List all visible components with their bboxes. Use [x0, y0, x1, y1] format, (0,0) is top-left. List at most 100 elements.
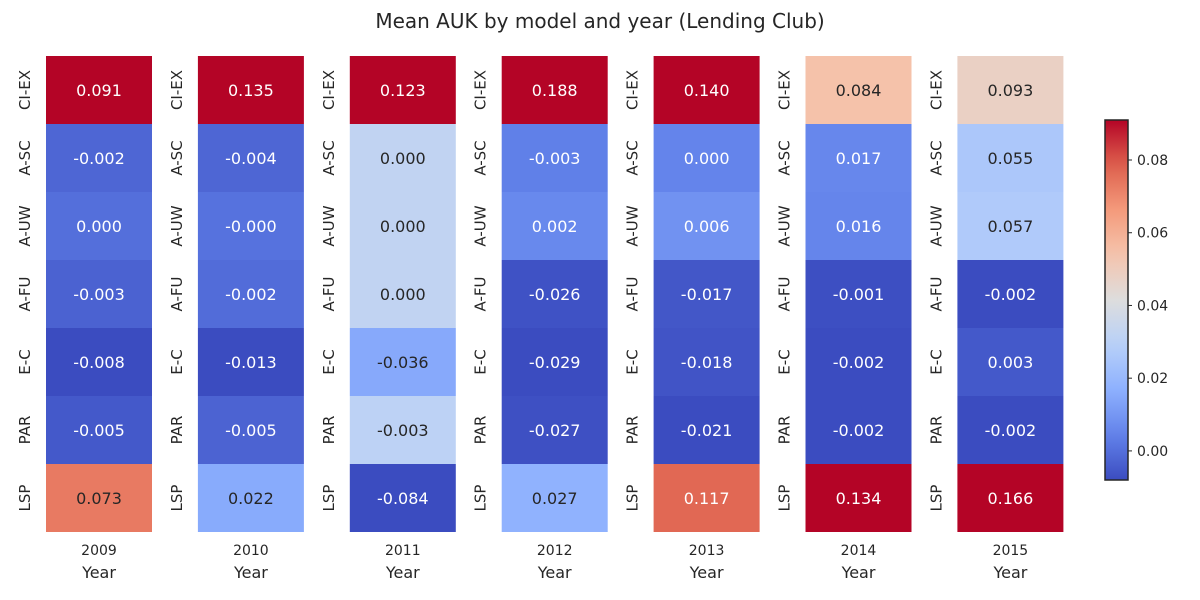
heatmap-cell	[46, 124, 152, 192]
cell-value-label: -0.000	[225, 217, 277, 236]
row-tick-label: E-C	[472, 349, 490, 374]
heatmap-cell	[957, 56, 1064, 124]
row-tick-label: LSP	[320, 485, 338, 512]
row-tick-label: E-C	[16, 349, 34, 374]
cell-value-label: 0.027	[532, 489, 578, 508]
colorbar: 0.00 0.02 0.04 0.06 0.08	[1104, 119, 1168, 481]
row-tick-label: CI-EX	[472, 70, 490, 110]
row-tick-label: A-SC	[320, 140, 338, 175]
heatmap-cell	[197, 260, 304, 328]
cell-value-label: 0.000	[380, 217, 426, 236]
cell-value-label: -0.005	[73, 421, 125, 440]
row-tick-label: PAR	[320, 416, 338, 445]
row-tick-label: A-FU	[16, 277, 34, 312]
cell-value-label: 0.166	[987, 489, 1033, 508]
heatmap-cell	[197, 328, 304, 396]
row-tick-label: PAR	[472, 416, 490, 445]
row-tick-label: A-UW	[472, 205, 490, 246]
heatmap-cell	[501, 260, 608, 328]
row-tick-label: CI-EX	[168, 70, 186, 110]
colorbar-tick-label: 0.04	[1137, 298, 1168, 314]
heatmap-cell	[197, 124, 304, 192]
row-tick-label: LSP	[168, 485, 186, 512]
x-axis-label: Year	[385, 563, 420, 582]
row-tick-label: A-UW	[320, 205, 338, 246]
cell-value-label: -0.026	[529, 285, 581, 304]
panel-2014: 0.084 CI-EX 0.017 A-SC 0.016 A-UW -0.001 A-FU -0…	[776, 56, 912, 582]
colorbar-tick-label: 0.08	[1137, 153, 1168, 169]
x-axis-label: Year	[233, 563, 268, 582]
heatmap-cell	[349, 260, 456, 328]
row-tick-label: A-UW	[16, 205, 34, 246]
x-axis-label: Year	[81, 563, 116, 582]
cell-value-label: -0.003	[377, 421, 429, 440]
panel-2009: 0.091 CI-EX -0.002 A-SC 0.000 A-UW -0.003 A-FU -…	[16, 56, 152, 582]
heatmap-cell	[349, 56, 456, 124]
cell-value-label: -0.005	[225, 421, 277, 440]
heatmap-cell	[501, 192, 608, 260]
row-tick-label: A-SC	[168, 140, 186, 175]
heatmap-cell	[805, 464, 912, 532]
row-tick-label: PAR	[776, 416, 794, 445]
row-tick-label: A-SC	[927, 140, 945, 175]
cell-value-label: -0.002	[225, 285, 277, 304]
cell-value-label: -0.002	[73, 149, 125, 168]
heatmap-cell	[805, 124, 912, 192]
row-tick-label: A-SC	[776, 140, 794, 175]
heatmap-cell	[46, 56, 152, 124]
heatmap-cell	[805, 396, 912, 464]
row-tick-label: A-FU	[624, 277, 642, 312]
cell-value-label: -0.002	[833, 421, 885, 440]
cell-value-label: -0.018	[681, 353, 733, 372]
chart-title: Mean AUK by model and year (Lending Club…	[375, 9, 824, 33]
row-tick-label: CI-EX	[16, 70, 34, 110]
panel-2013: 0.140 CI-EX 0.000 A-SC 0.006 A-UW -0.017 A-FU -0…	[624, 56, 760, 582]
cell-value-label: 0.000	[380, 149, 426, 168]
cell-value-label: 0.188	[532, 81, 578, 100]
row-tick-label: CI-EX	[776, 70, 794, 110]
year-tick-label: 2015	[993, 543, 1029, 559]
cell-value-label: -0.027	[529, 421, 581, 440]
row-tick-label: LSP	[472, 485, 490, 512]
heatmap-cell	[46, 328, 152, 396]
cell-value-label: 0.117	[684, 489, 730, 508]
row-tick-label: E-C	[168, 349, 186, 374]
row-tick-label: A-FU	[927, 277, 945, 312]
heatmap-cell	[501, 464, 608, 532]
row-tick-label: LSP	[624, 485, 642, 512]
x-axis-label: Year	[992, 563, 1027, 582]
row-tick-label: A-FU	[776, 277, 794, 312]
heatmap-cell	[197, 396, 304, 464]
heatmap-cell	[805, 260, 912, 328]
heatmap-cell	[805, 56, 912, 124]
cell-value-label: -0.008	[73, 353, 125, 372]
heatmap-cell	[46, 396, 152, 464]
cell-value-label: -0.021	[681, 421, 733, 440]
heatmap-cell	[653, 328, 760, 396]
heatmap-panels: 0.091 CI-EX -0.002 A-SC 0.000 A-UW -0.003 A-FU -…	[16, 56, 1064, 582]
row-tick-label: A-SC	[472, 140, 490, 175]
row-tick-label: A-UW	[776, 205, 794, 246]
cell-value-label: 0.073	[76, 489, 122, 508]
row-tick-label: PAR	[168, 416, 186, 445]
row-tick-label: A-SC	[16, 140, 34, 175]
heatmap-cell	[501, 56, 608, 124]
row-tick-label: CI-EX	[624, 70, 642, 110]
row-tick-label: CI-EX	[320, 70, 338, 110]
cell-value-label: 0.006	[684, 217, 730, 236]
colorbar-tick-label: 0.02	[1137, 371, 1168, 387]
cell-value-label: -0.004	[225, 149, 277, 168]
row-tick-label: PAR	[624, 416, 642, 445]
cell-value-label: 0.017	[836, 149, 882, 168]
cell-value-label: 0.003	[987, 353, 1033, 372]
panel-2010: 0.135 CI-EX -0.004 A-SC -0.000 A-UW -0.002 A-FU…	[168, 56, 304, 582]
row-tick-label: A-SC	[624, 140, 642, 175]
row-tick-label: A-FU	[320, 277, 338, 312]
heatmap-cell	[349, 124, 456, 192]
heatmap-cell	[501, 328, 608, 396]
heatmap-cell	[957, 192, 1064, 260]
heatmap-cell	[197, 464, 304, 532]
heatmap-cell	[349, 464, 456, 532]
heatmap-cell	[957, 124, 1064, 192]
